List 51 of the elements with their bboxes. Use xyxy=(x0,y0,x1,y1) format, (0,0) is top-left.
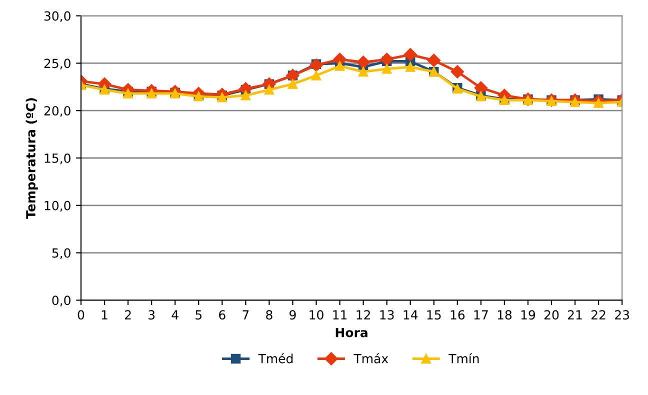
x-tick-label: 10 xyxy=(310,310,324,320)
point xyxy=(405,62,416,72)
x-axis-title: Hora xyxy=(336,328,368,338)
point xyxy=(264,84,274,95)
x-tick-label: 6 xyxy=(219,310,226,320)
point xyxy=(404,48,417,62)
x-tick-label: 11 xyxy=(333,310,347,320)
y-tick-label: 5,0 xyxy=(52,248,70,259)
x-tick-label: 9 xyxy=(290,310,296,320)
point xyxy=(382,64,392,74)
y-tick-label: 15,0 xyxy=(44,153,70,164)
x-tick-label: 5 xyxy=(196,310,202,320)
x-tick-label: 16 xyxy=(450,310,465,320)
x-tick-label: 12 xyxy=(356,310,370,320)
legend-label: Tméd xyxy=(258,353,293,364)
x-tick-label: 0 xyxy=(78,310,84,320)
x-tick-label: 21 xyxy=(568,310,582,320)
x-tick-label: 20 xyxy=(544,310,559,320)
point xyxy=(474,81,488,94)
point xyxy=(450,65,464,78)
x-tick-label: 2 xyxy=(124,310,131,320)
x-tick-label: 14 xyxy=(404,310,418,320)
x-tick-label: 22 xyxy=(592,310,606,320)
x-tick-label: 4 xyxy=(172,310,178,320)
point xyxy=(311,70,322,80)
point xyxy=(288,79,298,89)
x-tick-label: 19 xyxy=(521,310,536,320)
point xyxy=(380,52,394,66)
point xyxy=(334,61,345,71)
point xyxy=(358,66,368,77)
x-tick-label: 23 xyxy=(615,310,630,320)
y-axis-title: Temperatura (ºC) xyxy=(26,98,38,219)
x-tick-label: 13 xyxy=(380,310,394,320)
y-tick-label: 0,0 xyxy=(52,296,70,306)
x-tick-label: 15 xyxy=(427,310,441,320)
point xyxy=(310,58,323,72)
point xyxy=(356,56,370,69)
x-tick-label: 18 xyxy=(498,310,512,320)
x-tick-label: 17 xyxy=(474,310,488,320)
y-tick-label: 10,0 xyxy=(44,200,70,212)
y-tick-label: 20,0 xyxy=(44,106,70,117)
point xyxy=(240,90,251,100)
legend-label: Tmín xyxy=(448,353,479,364)
point xyxy=(427,54,440,67)
y-tick-label: 25,0 xyxy=(44,58,70,70)
y-tick-label: 30,0 xyxy=(44,11,70,22)
legend-label: Tmáx xyxy=(354,353,388,364)
x-tick-label: 8 xyxy=(266,310,272,320)
x-tick-label: 7 xyxy=(242,310,249,320)
x-tick-label: 3 xyxy=(148,310,155,320)
x-tick-label: 1 xyxy=(102,310,108,320)
